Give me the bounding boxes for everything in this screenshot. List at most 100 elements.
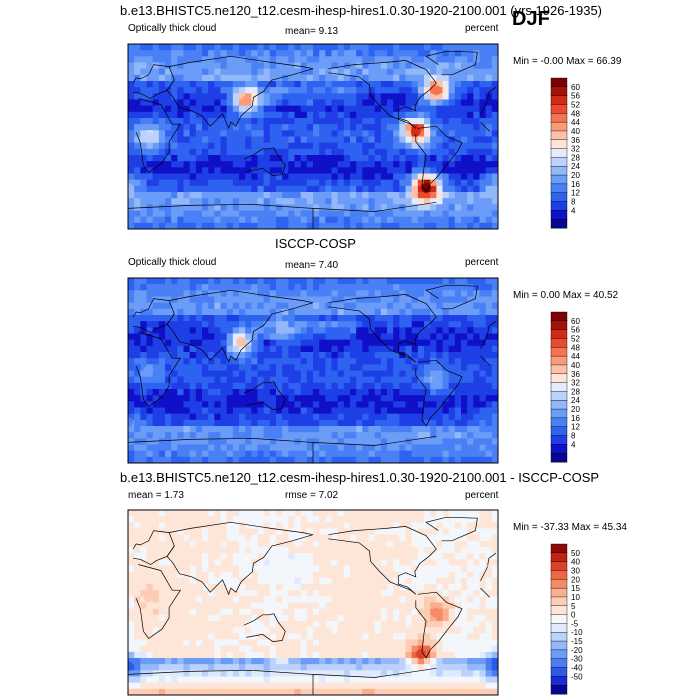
map-cell <box>306 364 314 372</box>
map-cell <box>195 584 203 591</box>
map-cell <box>350 161 357 168</box>
map-cell <box>134 432 141 439</box>
map-cell <box>245 204 252 212</box>
map-cell <box>362 93 370 101</box>
map-cell <box>282 278 289 285</box>
map-cell <box>467 179 474 187</box>
map-cell <box>467 516 474 523</box>
map-cell <box>374 584 382 591</box>
map-cell <box>251 602 259 610</box>
map-cell <box>405 345 413 353</box>
map-cell <box>399 401 407 409</box>
map-cell <box>343 74 351 82</box>
map-cell <box>189 510 197 517</box>
map-cell <box>177 401 185 409</box>
map-cell <box>202 401 209 409</box>
map-cell <box>337 204 345 212</box>
map-cell <box>467 210 474 218</box>
map-cell <box>195 547 203 554</box>
map-cell <box>239 44 246 51</box>
map-cell <box>269 602 277 610</box>
map-cell <box>300 321 308 328</box>
map-cell <box>245 584 252 591</box>
map-cell <box>195 327 203 335</box>
map-cell <box>282 290 289 298</box>
map-cell <box>380 614 388 622</box>
map-cell <box>251 192 259 199</box>
map-cell <box>411 352 419 359</box>
map-cell <box>325 142 333 150</box>
map-cell <box>158 315 166 322</box>
map-cell <box>436 50 444 57</box>
map-cell <box>208 210 215 218</box>
coastline <box>128 435 437 463</box>
map-cell <box>208 222 215 229</box>
map-cell <box>152 308 160 316</box>
map-cell <box>189 456 197 463</box>
map-cell <box>473 308 481 316</box>
map-cell <box>195 608 203 616</box>
map-cell <box>189 68 197 76</box>
map-cell <box>134 450 141 458</box>
map-cell <box>140 315 148 322</box>
map-cell <box>356 432 363 439</box>
map-cell <box>343 222 351 229</box>
map-cell <box>380 74 388 82</box>
map-cell <box>257 621 265 628</box>
map-cell <box>442 284 450 291</box>
map-cell <box>128 395 135 402</box>
map-cell <box>350 450 357 458</box>
map-cell <box>356 284 363 291</box>
map-cell <box>473 419 481 427</box>
map-cell <box>393 602 400 610</box>
map-cell <box>454 444 462 452</box>
map-cell <box>374 389 382 396</box>
map-cell <box>183 547 191 554</box>
map-cell <box>350 571 357 579</box>
map-cell <box>362 358 370 365</box>
map-cell <box>282 432 289 439</box>
map-cell <box>214 198 222 205</box>
map-cell <box>140 352 148 359</box>
map-cell <box>276 216 283 224</box>
map-cell <box>411 426 419 433</box>
map-cell <box>417 179 425 187</box>
map-cell <box>399 210 407 218</box>
map-cell <box>177 376 185 384</box>
map-cell <box>239 278 246 285</box>
map-cell <box>491 571 498 579</box>
map-cell <box>461 370 468 378</box>
map-cell <box>208 56 215 64</box>
map-cell <box>448 284 456 291</box>
map-cell <box>319 142 326 150</box>
map-cell <box>393 345 400 353</box>
map-cell <box>343 290 351 298</box>
map-cell <box>313 155 320 162</box>
map-cell <box>430 516 437 523</box>
map-cell <box>454 136 462 144</box>
map-cell <box>189 559 197 567</box>
map-cell <box>294 333 302 341</box>
map-cell <box>337 155 345 162</box>
map-cell <box>442 216 450 224</box>
map-cell <box>374 352 382 359</box>
map-cell <box>319 56 326 64</box>
map-cell <box>442 370 450 378</box>
map-cell <box>313 627 320 634</box>
map-cell <box>454 522 462 530</box>
map-cell <box>424 376 431 384</box>
map-cell <box>454 426 462 433</box>
map-cell <box>220 210 228 218</box>
map-cell <box>491 308 498 316</box>
map-cell <box>411 179 419 187</box>
map-cell <box>374 290 382 298</box>
map-cell <box>417 185 425 193</box>
map-cell <box>473 413 481 421</box>
map-cell <box>226 327 234 335</box>
map-cell <box>177 290 185 298</box>
map-cell <box>405 173 413 181</box>
map-cell <box>430 118 437 125</box>
map-cell <box>350 547 357 554</box>
map-cell <box>214 44 222 51</box>
map-cell <box>269 161 277 168</box>
